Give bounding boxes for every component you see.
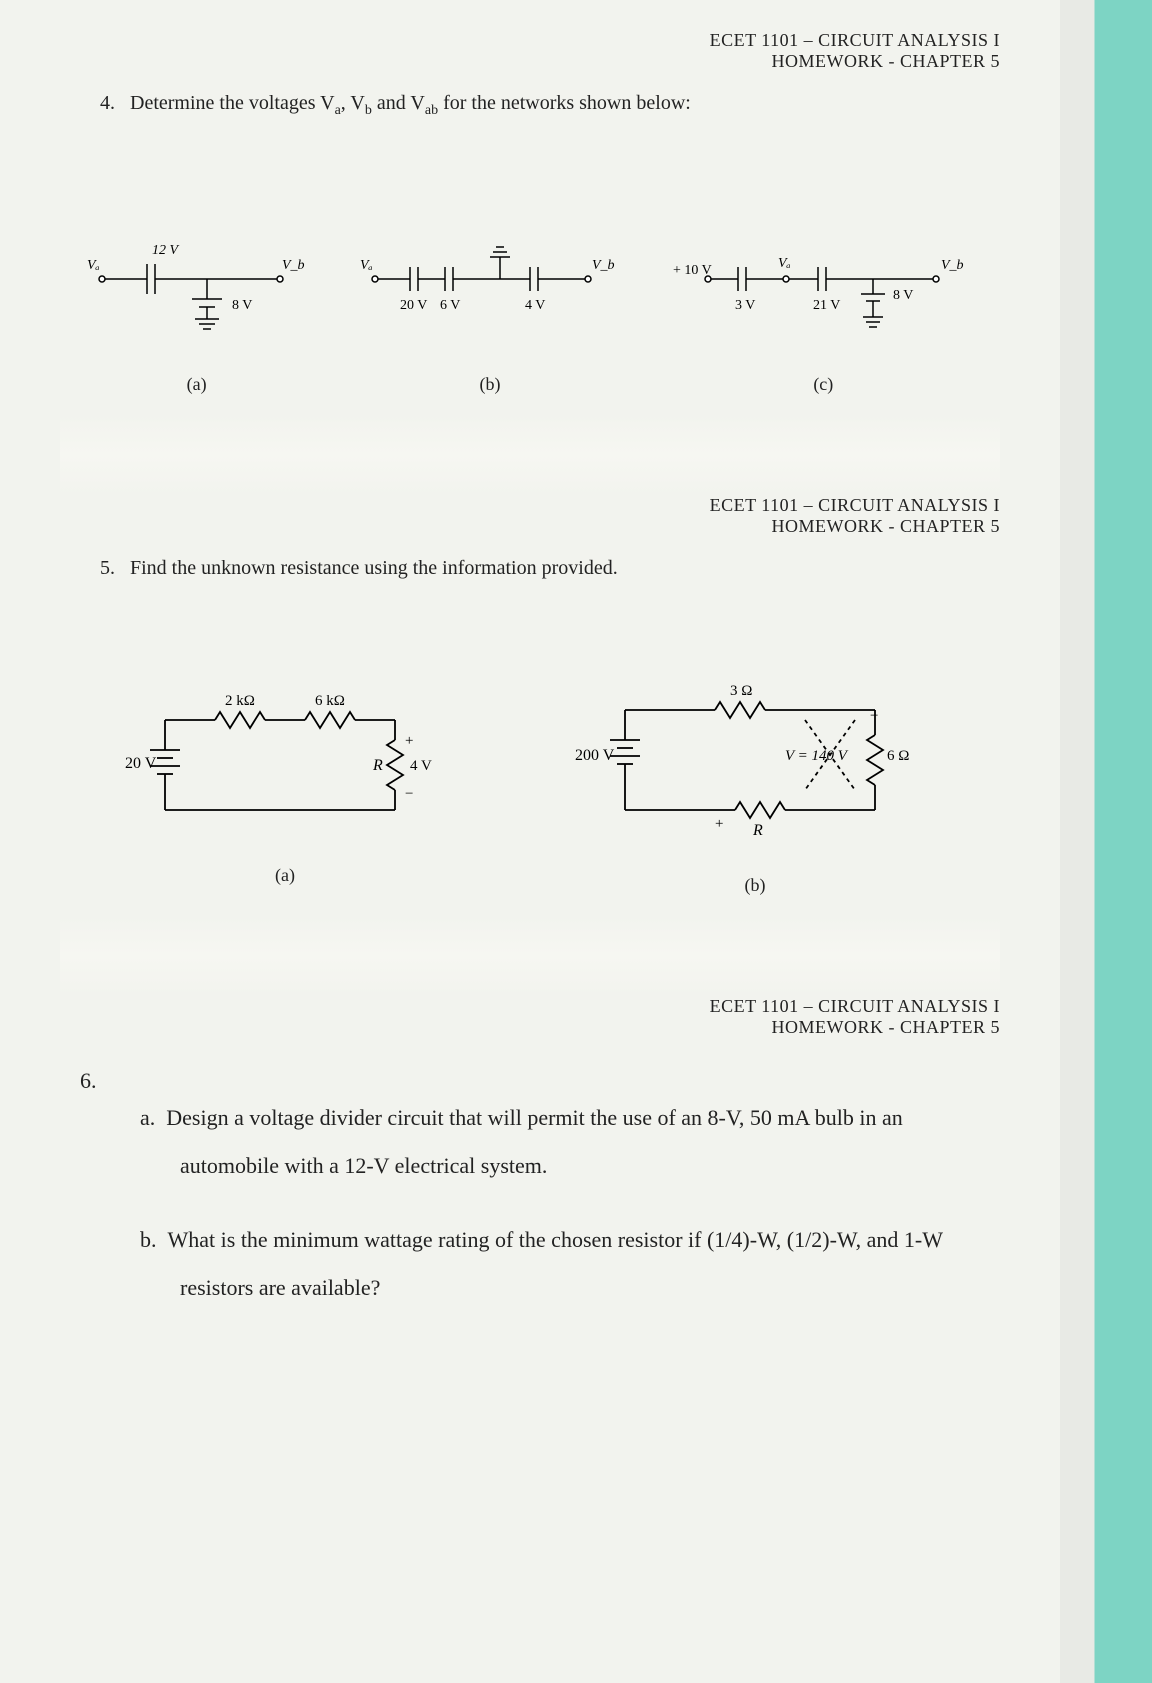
label-12v: 12 V (152, 243, 180, 258)
q4-circuit-c: + 10 V 3 V 21 V 8 V Vₐ V_b (c) (673, 239, 973, 395)
node-vb: V_b (282, 258, 305, 273)
course-code: ECET 1101 – CIRCUIT ANALYSIS I (60, 30, 1000, 51)
plus: + (405, 733, 413, 749)
q4b-label: (b) (360, 374, 620, 395)
worksheet-page: ECET 1101 – CIRCUIT ANALYSIS I HOMEWORK … (0, 0, 1060, 1683)
plus-b: + (715, 816, 723, 832)
label-8v: 8 V (232, 298, 252, 313)
circuit-a-svg: 12 V 8 V Vₐ V_b (87, 239, 307, 359)
label-2k: 2 kΩ (225, 693, 255, 709)
node-va-b: Vₐ (360, 258, 373, 273)
q4-prompt: 4. Determine the voltages Va, Vb and Vab… (100, 92, 1000, 119)
q5a-label: (a) (125, 865, 445, 886)
circuit-5a-svg: 20 V 2 kΩ 6 kΩ R 4 V + − (125, 670, 445, 850)
label-6v: 6 V (440, 298, 460, 313)
label-vmeter: V = 140 V (785, 748, 849, 764)
label-3v: 3 V (735, 298, 755, 313)
circuit-5b-svg: 200 V 3 Ω 6 Ω V = 140 V R + − (575, 660, 935, 860)
q5b-label: (b) (575, 875, 935, 896)
label-R: R (372, 757, 383, 774)
q4a-label: (a) (87, 374, 307, 395)
label-6k: 6 kΩ (315, 693, 345, 709)
q6b: b. What is the minimum wattage rating of… (140, 1216, 1000, 1313)
circuit-c-svg: + 10 V 3 V 21 V 8 V Vₐ V_b (673, 239, 973, 359)
node-vb-c: V_b (941, 258, 964, 273)
q4-circuit-a: 12 V 8 V Vₐ V_b (a) (87, 239, 307, 395)
page-header-3: ECET 1101 – CIRCUIT ANALYSIS I HOMEWORK … (60, 996, 1000, 1038)
q6a: a. Design a voltage divider circuit that… (140, 1094, 1000, 1191)
page-header-2: ECET 1101 – CIRCUIT ANALYSIS I HOMEWORK … (60, 495, 1000, 537)
q6-number: 6. (80, 1068, 1000, 1094)
label-4v: 4 V (410, 758, 432, 774)
label-8v-c: 8 V (893, 288, 913, 303)
label-20v: 20 V (125, 755, 157, 772)
label-3ohm: 3 Ω (730, 683, 752, 699)
minus-b: − (870, 708, 878, 724)
page-header: ECET 1101 – CIRCUIT ANALYSIS I HOMEWORK … (60, 30, 1000, 72)
q5-prompt: 5. Find the unknown resistance using the… (100, 557, 1000, 580)
fold-2 (60, 916, 1000, 996)
node-va: Vₐ (87, 258, 100, 273)
label-R-b: R (752, 822, 763, 839)
q4c-label: (c) (673, 374, 973, 395)
node-vb-b: V_b (592, 258, 615, 273)
label-6ohm: 6 Ω (887, 748, 909, 764)
q5-circuit-a: 20 V 2 kΩ 6 kΩ R 4 V + − (a) (125, 670, 445, 886)
q4-circuit-b: 20 V 6 V 4 V Vₐ V_b (b) (360, 239, 620, 395)
label-200v: 200 V (575, 747, 615, 764)
q4-circuits: 12 V 8 V Vₐ V_b (a) (60, 239, 1000, 395)
label-21v: 21 V (813, 298, 840, 313)
q5-circuit-b: 200 V 3 Ω 6 Ω V = 140 V R + − (b) (575, 660, 935, 896)
q6-body: a. Design a voltage divider circuit that… (140, 1094, 1000, 1313)
label-10v: + 10 V (673, 263, 712, 278)
q5-circuits: 20 V 2 kΩ 6 kΩ R 4 V + − (a) (60, 660, 1000, 896)
minus: − (405, 786, 413, 802)
fold-1 (60, 415, 1000, 495)
homework-chapter: HOMEWORK - CHAPTER 5 (60, 51, 1000, 72)
label-20v: 20 V (400, 298, 427, 313)
node-va-c: Vₐ (778, 256, 791, 271)
label-4v: 4 V (525, 298, 545, 313)
circuit-b-svg: 20 V 6 V 4 V Vₐ V_b (360, 239, 620, 359)
